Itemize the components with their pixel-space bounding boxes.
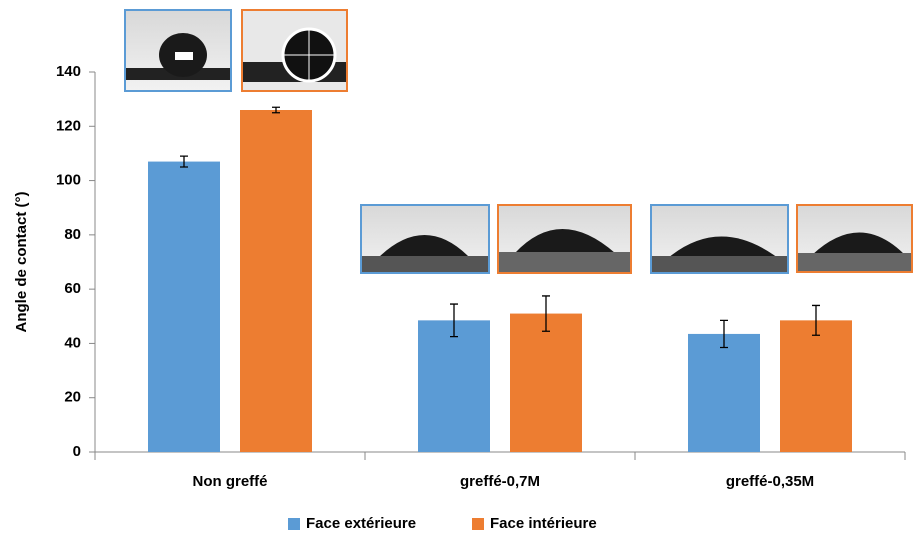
y-axis-label: Angle de contact (°)	[13, 191, 30, 332]
bar	[780, 320, 852, 452]
error-bar	[450, 303, 458, 338]
y-tick-label: 120	[56, 117, 81, 134]
error-bar	[542, 295, 550, 332]
photo	[650, 204, 789, 274]
error-bar	[812, 304, 820, 336]
legend-swatch	[288, 518, 300, 530]
photo	[497, 204, 632, 274]
error-bar	[180, 155, 188, 168]
inset-photos	[124, 9, 913, 274]
x-tick-label: Non greffé	[193, 473, 268, 490]
bar	[510, 313, 582, 452]
y-tick-label: 20	[64, 389, 81, 406]
y-tick-label: 60	[64, 280, 81, 297]
bar	[148, 161, 220, 453]
legend-label: Face extérieure	[306, 515, 416, 532]
photo	[796, 204, 913, 273]
photo	[124, 9, 232, 92]
y-tick-label: 40	[64, 334, 81, 351]
bar	[240, 110, 312, 452]
y-tick-label: 100	[56, 172, 81, 189]
photo	[241, 9, 348, 92]
y-tick-label: 80	[64, 226, 81, 243]
error-bar	[272, 106, 280, 114]
photo	[360, 204, 490, 274]
x-tick-label: greffé-0,35M	[726, 473, 814, 490]
error-bar	[720, 319, 728, 349]
legend-swatch	[472, 518, 484, 530]
y-tick-label: 0	[73, 443, 81, 460]
bar	[688, 333, 760, 452]
bar	[418, 320, 490, 452]
x-tick-label: greffé-0,7M	[460, 473, 540, 490]
y-tick-label: 140	[56, 63, 81, 80]
legend-label: Face intérieure	[490, 515, 597, 532]
